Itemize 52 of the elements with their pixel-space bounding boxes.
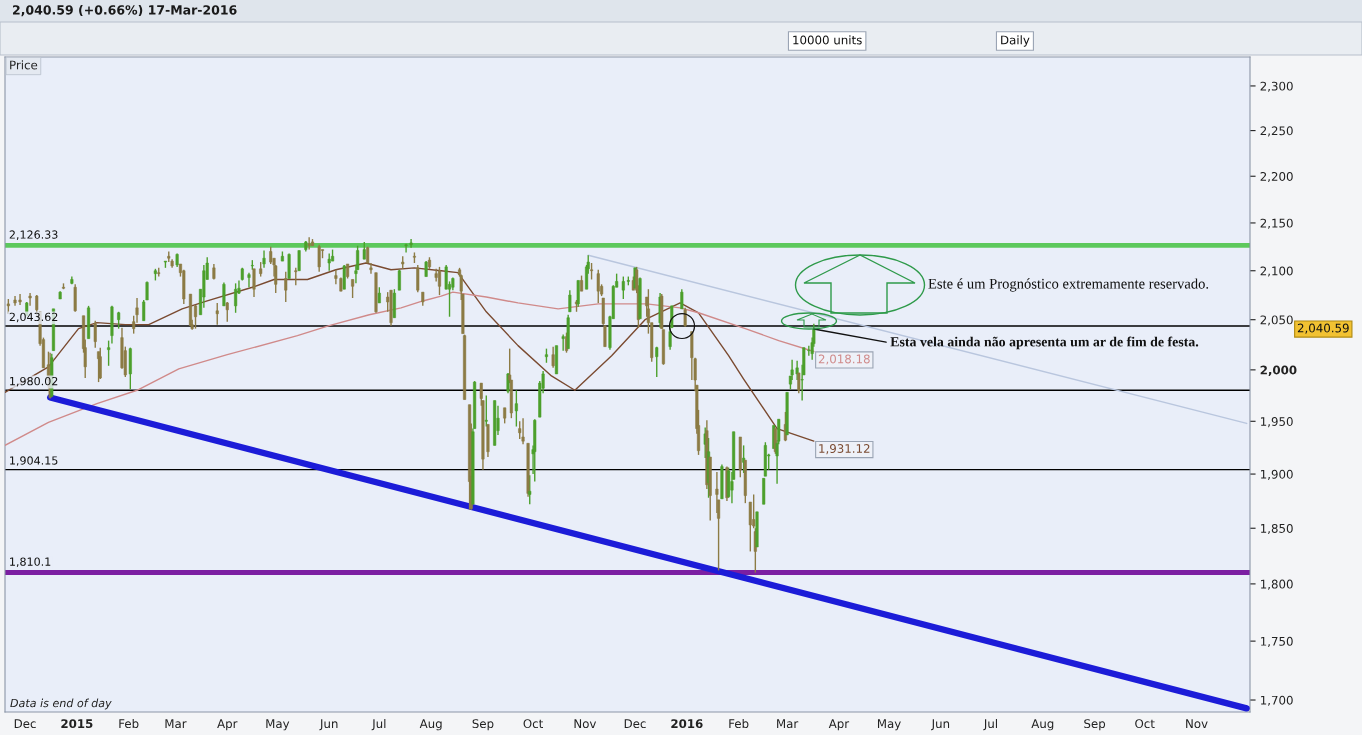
text: Daily: [1001, 35, 1030, 47]
ref-line-label: 2,126.33: [9, 230, 58, 240]
x-tick-label: Nov: [1186, 719, 1208, 729]
x-tick-label: Oct: [1135, 719, 1155, 729]
x-tick-label: Jul: [983, 718, 997, 731]
data-label: 1,931.12: [819, 444, 870, 455]
y-tick-label: 2,050: [1260, 315, 1293, 326]
x-tick-label: Aug: [1031, 719, 1054, 731]
y-tick-label: 2,250: [1260, 126, 1293, 137]
x-tick-label: Feb: [729, 718, 749, 729]
x-tick-label: Sep: [1084, 719, 1106, 731]
y-tick-label: 2,150: [1260, 218, 1293, 229]
x-tick-label: Sep: [472, 719, 494, 731]
ref-line-label: 1,904.15: [10, 456, 58, 466]
y-tick-label: 2,300: [1260, 81, 1293, 92]
x-tick-label: Feb: [119, 718, 139, 729]
x-tick-label: Jun: [931, 719, 950, 731]
y-tick-label: 2,000: [1260, 365, 1297, 377]
x-tick-label: Jul: [371, 718, 386, 731]
y-tick-label: 2,200: [1260, 171, 1293, 183]
x-tick-label: Jun: [319, 719, 338, 731]
annotation: Este é um Prognóstico extremamente reservado.: [928, 278, 1209, 292]
data-label: 2,018.18: [818, 354, 870, 365]
y-tick-label: 1,700: [1261, 695, 1293, 706]
x-tick-label: Aug: [419, 719, 442, 731]
x-tick-label: 2016: [671, 719, 703, 729]
x-tick-label: Nov: [574, 719, 597, 729]
ref-line-label: 2,043.62: [9, 312, 58, 323]
x-tick-label: Mar: [777, 719, 799, 729]
x-tick-label: Dec: [14, 719, 36, 729]
y-tick-label: 1,850: [1261, 523, 1293, 535]
text: 2,040.59: [1297, 323, 1349, 334]
x-tick-label: May: [877, 719, 901, 731]
x-tick-label: Apr: [217, 719, 238, 731]
x-tick-label: May: [266, 719, 290, 731]
annotation: Price: [10, 60, 38, 70]
y-tick-label: 1,750: [1261, 636, 1293, 647]
y-tick-label: 1,800: [1261, 579, 1293, 590]
annotation: Esta vela ainda não apresenta um ar de fim de festa.: [890, 336, 1199, 350]
x-tick-label: Apr: [828, 719, 850, 731]
y-tick-label: 1,950: [1261, 417, 1293, 428]
x-tick-label: Mar: [165, 719, 187, 729]
text: 10000 units: [793, 35, 862, 45]
chart-title: 2,040.59 (+0.66%) 17-Mar-2016: [12, 4, 237, 17]
ref-line-label: 1,810.1: [10, 557, 51, 567]
x-tick-label: Dec: [624, 719, 646, 729]
annotation: Data is end of day: [10, 698, 112, 710]
x-tick-label: 2015: [61, 719, 93, 729]
y-tick-label: 2,100: [1260, 266, 1293, 277]
y-tick-label: 1,900: [1261, 469, 1293, 480]
ref-line-label: 1,980.02: [10, 376, 58, 387]
x-tick-label: Oct: [523, 719, 543, 729]
